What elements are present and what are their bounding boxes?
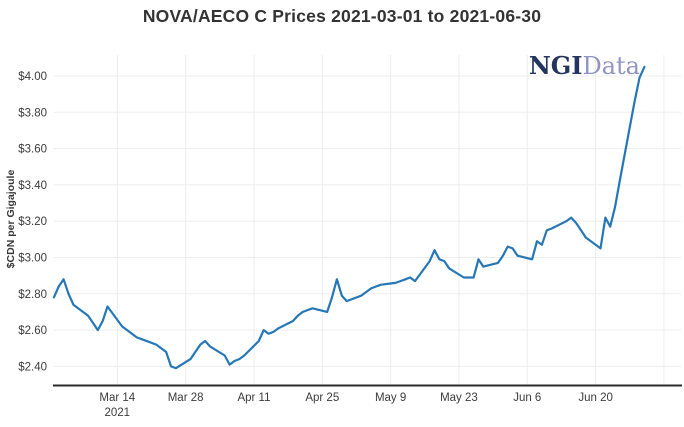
logo-ngi-text: NGI [528,51,583,80]
chart-title: NOVA/AECO C Prices 2021-03-01 to 2021-06… [142,6,542,26]
y-axis-title: $CDN per Gigajoule [5,169,17,269]
x-tick-label: May 23 [440,392,478,404]
x-tick-label: Mar 28 [168,392,204,404]
x-tick-label: Apr 11 [237,392,270,404]
x-tick-label: Jun 6 [513,392,541,404]
y-tick-label: $2.60 [18,325,47,337]
x-axis-year-label: 2021 [105,407,131,419]
x-tick-label: Mar 14 [99,392,135,404]
price-series-line [52,65,646,370]
x-tick-label: May 9 [375,392,406,404]
x-tick-label: Apr 25 [305,392,339,404]
y-tick-label: $3.60 [18,144,47,156]
y-tick-label: $4.00 [18,71,47,83]
y-tick-label: $2.80 [18,289,47,301]
y-tick-label: $2.40 [18,361,47,373]
y-tick-label: $3.20 [18,216,47,228]
y-tick-label: $3.40 [18,180,47,192]
x-tick-label: Jun 20 [578,392,613,404]
y-tick-label: $3.00 [18,253,47,265]
logo-data-text: Data [582,52,640,80]
ngi-data-logo: NGIData [528,51,640,80]
y-tick-label: $3.80 [18,107,47,119]
